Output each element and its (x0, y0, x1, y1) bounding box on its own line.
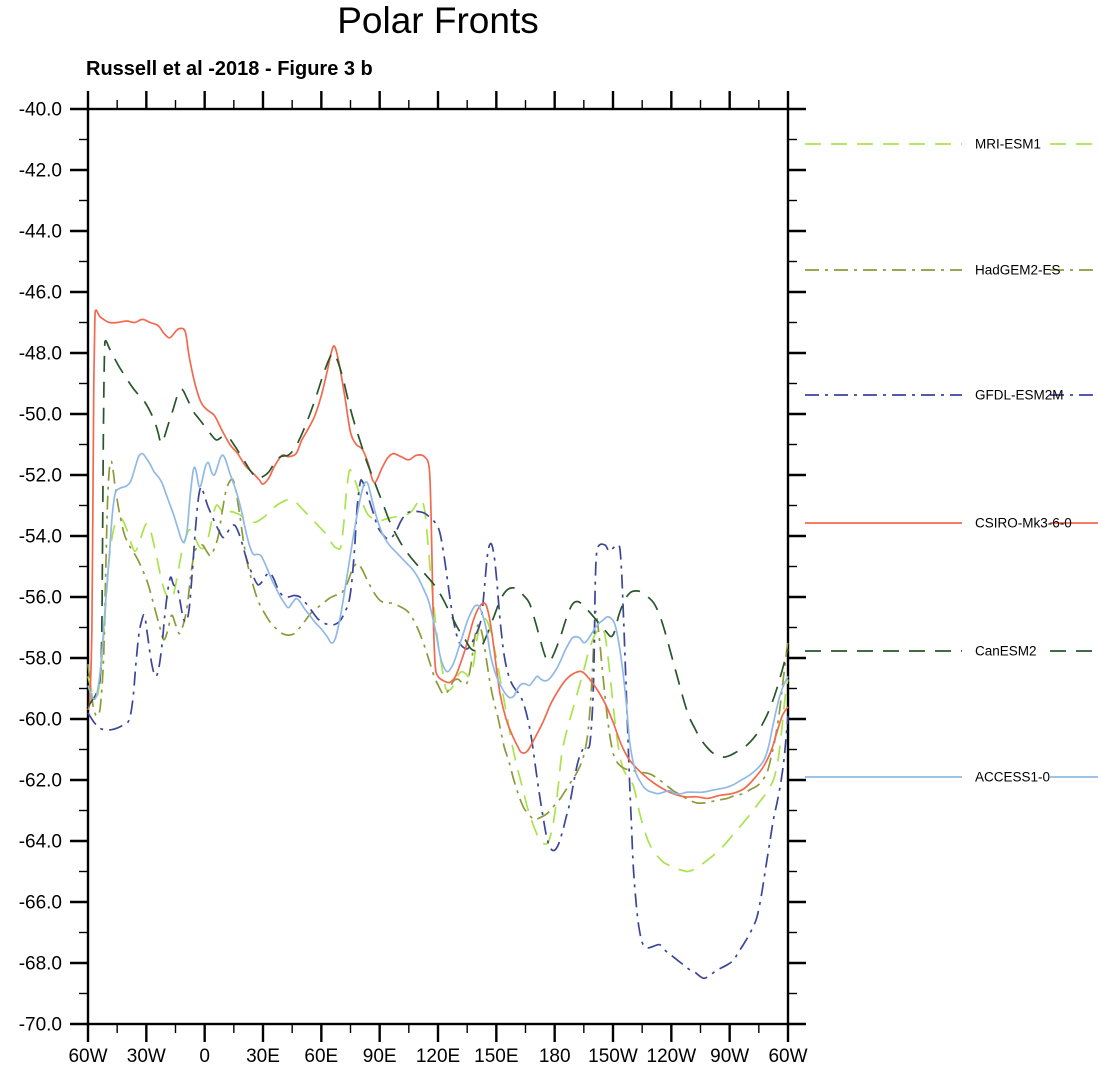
chart-subtitle: Russell et al -2018 - Figure 3 b (86, 58, 373, 80)
x-tick-label: 150E (474, 1046, 518, 1067)
legend-item-GFDL-ESM2M: GFDL-ESM2M (805, 388, 1098, 403)
legend-item-MRI-ESM1: MRI-ESM1 (805, 137, 1098, 152)
x-tick-label: 30W (127, 1046, 166, 1067)
x-tick-label: 60W (68, 1046, 107, 1067)
x-tick-label: 30E (246, 1046, 280, 1067)
x-tick-label: 120W (647, 1046, 697, 1067)
y-tick-label: -70.0 (19, 1015, 62, 1036)
x-tick-label: 90E (363, 1046, 397, 1067)
x-tick-label: 60E (304, 1046, 338, 1067)
series-line-CanESM2 (87, 339, 789, 758)
y-tick-label: -62.0 (19, 771, 62, 792)
legend-label-CanESM2: CanESM2 (975, 644, 1037, 659)
y-tick-label: -42.0 (19, 161, 62, 182)
y-tick-label: -64.0 (19, 832, 62, 853)
series-line-ACCESS1-0 (87, 452, 789, 795)
x-tick-label: 180 (539, 1046, 571, 1067)
legend-label-MRI-ESM1: MRI-ESM1 (975, 137, 1041, 152)
x-tick-label: 120E (416, 1046, 460, 1067)
y-tick-label: -50.0 (19, 405, 62, 426)
y-tick-label: -54.0 (19, 527, 62, 548)
legend-item-CSIRO-Mk3-6-0: CSIRO-Mk3-6-0 (805, 516, 1098, 531)
x-tick-label: 150W (588, 1046, 638, 1067)
y-tick-label: -60.0 (19, 710, 62, 731)
series-line-HadGEM2-ES (87, 460, 789, 821)
x-tick-label: 0 (199, 1046, 210, 1067)
legend-item-ACCESS1-0: ACCESS1-0 (805, 770, 1098, 785)
y-tick-label: -56.0 (19, 588, 62, 609)
series-line-MRI-ESM1 (87, 468, 789, 873)
y-tick-label: -66.0 (19, 893, 62, 914)
series-line-CSIRO-Mk3-6-0 (87, 309, 789, 800)
legend-label-GFDL-ESM2M: GFDL-ESM2M (975, 388, 1064, 403)
y-tick-label: -44.0 (19, 222, 62, 243)
y-tick-label: -40.0 (19, 100, 62, 121)
legend-item-HadGEM2-ES: HadGEM2-ES (805, 263, 1098, 278)
x-tick-label: 90W (710, 1046, 749, 1067)
legend-item-CanESM2: CanESM2 (805, 644, 1098, 659)
x-tick-label: 60W (768, 1046, 807, 1067)
chart-title: Polar Fronts (337, 0, 539, 41)
legend-label-CSIRO-Mk3-6-0: CSIRO-Mk3-6-0 (975, 516, 1072, 531)
y-tick-label: -46.0 (19, 283, 62, 304)
legend-label-ACCESS1-0: ACCESS1-0 (975, 770, 1050, 785)
y-tick-label: -68.0 (19, 954, 62, 975)
series-line-GFDL-ESM2M (87, 479, 789, 980)
legend-label-HadGEM2-ES: HadGEM2-ES (975, 263, 1061, 278)
y-tick-label: -48.0 (19, 344, 62, 365)
y-tick-label: -52.0 (19, 466, 62, 487)
y-tick-label: -58.0 (19, 649, 62, 670)
